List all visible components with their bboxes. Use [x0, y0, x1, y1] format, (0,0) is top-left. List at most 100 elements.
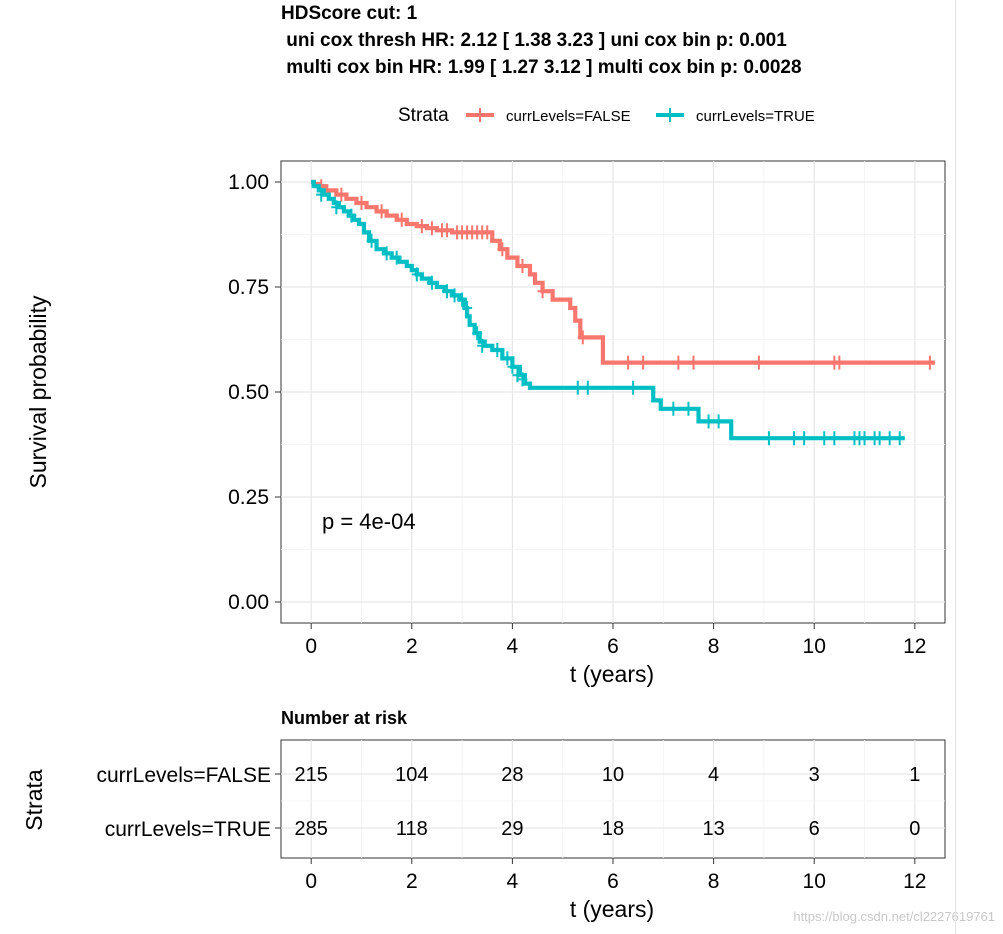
y-axis: 0.00 0.25 0.50 0.75 1.00 [228, 171, 281, 614]
censor-mark [477, 338, 488, 353]
censor-mark [472, 326, 483, 341]
censor-mark [492, 343, 503, 357]
p-value-label: p = 4e-04 [322, 509, 416, 534]
censor-mark [874, 431, 885, 446]
x-tick-label: 2 [406, 635, 418, 658]
y-tick-label: 0.50 [228, 381, 269, 404]
risk-x-tick-label: 12 [903, 870, 926, 893]
censor-mark [462, 301, 473, 315]
legend-title: Strata [398, 105, 449, 126]
title-line-3: multi cox bin HR: 1.99 [ 1.27 3.12 ] mul… [281, 57, 802, 78]
x-tick-label: 0 [305, 635, 317, 658]
censor-mark [628, 380, 639, 395]
censor-mark [442, 223, 452, 238]
x-axis-title: t (years) [570, 661, 654, 687]
censor-mark [829, 431, 840, 446]
censor-mark [502, 351, 513, 366]
legend: Strata currLevels=FALSE currLevels=TRUE [398, 105, 815, 126]
legend-label-true: currLevels=TRUE [696, 108, 815, 125]
censor-mark [834, 355, 845, 370]
legend-label-false: currLevels=FALSE [506, 108, 631, 125]
censor-mark [426, 221, 437, 236]
risk-x-tick-label: 10 [803, 870, 826, 893]
censor-mark [577, 330, 588, 345]
censor-mark [763, 431, 774, 446]
censor-mark [396, 212, 407, 227]
censor-mark [537, 284, 548, 299]
censor-mark [859, 431, 870, 446]
page-edge [955, 0, 956, 934]
risk-count: 4 [708, 764, 719, 786]
plot-grid [281, 161, 945, 623]
censor-mark [336, 187, 347, 202]
censor-mark [753, 355, 764, 370]
y-axis-title: Survival probability [25, 295, 51, 489]
censor-mark [517, 372, 528, 387]
risk-x-tick-label: 0 [305, 870, 317, 893]
risk-x-tick-label: 6 [607, 870, 619, 893]
y-tick-label: 1.00 [228, 171, 269, 194]
x-tick-label: 12 [903, 635, 926, 658]
risk-count: 0 [909, 818, 920, 840]
censor-mark [582, 380, 593, 395]
censor-mark [507, 359, 518, 374]
censor-mark [673, 355, 684, 370]
x-tick-label: 8 [708, 635, 720, 658]
risk-row-label: currLevels=TRUE [105, 818, 271, 841]
risk-count: 104 [395, 764, 428, 786]
title-line-1: HDScore cut: 1 [281, 3, 418, 24]
legend-key-false [466, 108, 494, 122]
censor-mark [356, 196, 367, 210]
censor-mark [623, 355, 634, 370]
risk-count: 29 [501, 818, 523, 840]
series-true [311, 179, 905, 446]
censor-mark [789, 431, 800, 446]
censor-mark [924, 355, 935, 370]
censor-mark [799, 431, 810, 446]
censor-mark [411, 267, 422, 282]
risk-table-x-axis: 0 2 4 6 8 10 12 [305, 858, 926, 893]
censor-mark [482, 225, 493, 240]
risk-count: 18 [602, 818, 624, 840]
censor-mark [884, 431, 895, 446]
censor-mark [713, 414, 724, 429]
risk-count: 13 [702, 818, 724, 840]
risk-table-row-labels: currLevels=FALSE currLevels=TRUE [96, 764, 281, 841]
censor-mark [331, 200, 342, 215]
risk-x-tick-label: 2 [406, 870, 418, 893]
survival-curves [311, 179, 935, 446]
risk-count: 1 [909, 764, 920, 786]
risk-x-tick-label: 4 [507, 870, 519, 893]
censor-mark [376, 204, 387, 219]
risk-table-title: Number at risk [281, 708, 408, 728]
y-tick-label: 0.75 [228, 276, 269, 299]
risk-count: 285 [294, 818, 327, 840]
censor-mark [426, 275, 437, 290]
y-tick-label: 0.00 [228, 591, 269, 614]
survival-plot: 0.00 0.25 0.50 0.75 1.00 0 2 4 6 8 10 12 p = 4e-04… [25, 160, 946, 687]
censor-mark [512, 368, 523, 383]
survival-step-line [311, 179, 935, 365]
x-axis: 0 2 4 6 8 10 12 [305, 623, 926, 658]
risk-count: 118 [396, 818, 428, 840]
censor-mark [894, 431, 905, 446]
survival-step-line [311, 179, 905, 441]
censor-mark [572, 380, 583, 395]
risk-count: 28 [501, 764, 523, 786]
y-tick-label: 0.25 [228, 486, 269, 509]
censor-mark [442, 284, 452, 299]
censor-mark [497, 242, 508, 257]
x-tick-label: 4 [507, 635, 519, 658]
x-tick-label: 10 [803, 635, 826, 658]
censor-mark [316, 187, 327, 202]
title-line-2: uni cox thresh HR: 2.12 [ 1.38 3.23 ] un… [281, 30, 787, 51]
censor-mark [391, 250, 402, 265]
censor-mark [638, 355, 649, 370]
risk-table-grid [281, 740, 945, 858]
censor-mark [457, 292, 468, 307]
risk-x-tick-label: 8 [708, 870, 720, 893]
censor-mark [366, 233, 377, 248]
risk-count: 3 [809, 764, 820, 786]
